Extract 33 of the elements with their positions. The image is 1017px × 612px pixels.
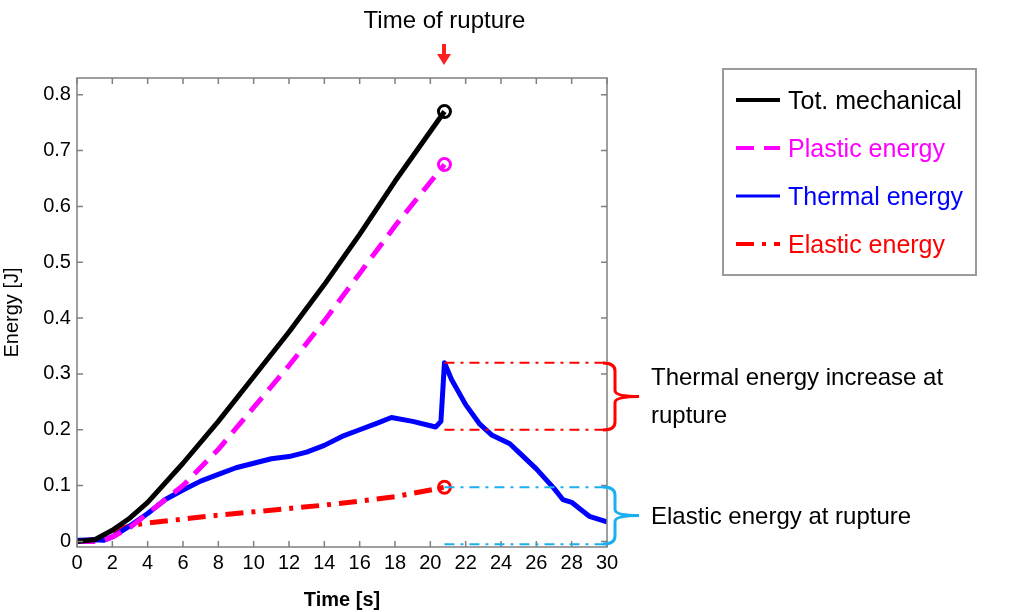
x-tick-label: 22 [454, 550, 477, 573]
x-tick-label: 20 [419, 550, 442, 573]
y-tick-label: 0.6 [43, 193, 71, 216]
y-tick-label: 0.1 [43, 473, 71, 496]
y-tick-label: 0.5 [43, 249, 71, 272]
x-tick-label: 16 [348, 550, 371, 573]
legend-label: Elastic energy at rupture [651, 500, 913, 531]
legend-label: Tot. mechanical [788, 85, 962, 115]
y-axis-title: Energy [J] [0, 267, 22, 358]
x-tick-label: 8 [212, 550, 224, 573]
x-tick-label: 10 [242, 550, 265, 573]
y-tick-label: 0 [59, 528, 71, 551]
x-tick-label: 24 [489, 550, 513, 573]
x-tick-label: 18 [383, 550, 407, 573]
x-tick-label: 30 [595, 550, 619, 573]
text: Time of rupture [363, 6, 526, 34]
legend-label: Thermal energy [788, 181, 964, 211]
legend-label: Plastic energy [788, 133, 946, 163]
y-tick-label: 0.2 [43, 417, 71, 440]
y-tick-label: 0.3 [43, 361, 71, 384]
x-tick-label: 14 [313, 550, 336, 573]
x-axis-title: Time [s] [303, 587, 381, 610]
ref-line-label: Thermal energy increase at rupture [651, 362, 945, 431]
x-tick-label: 2 [106, 550, 118, 573]
y-tick-label: 0.7 [43, 138, 71, 161]
x-tick-label: 26 [525, 550, 548, 573]
x-tick-label: 12 [277, 550, 301, 573]
legend-label: Elastic energy [788, 229, 946, 259]
x-tick-label: 28 [560, 550, 583, 573]
x-tick-label: 6 [177, 550, 189, 573]
y-tick-label: 0.8 [43, 82, 71, 105]
x-tick-label: 4 [142, 550, 154, 573]
y-tick-label: 0.4 [43, 305, 71, 328]
